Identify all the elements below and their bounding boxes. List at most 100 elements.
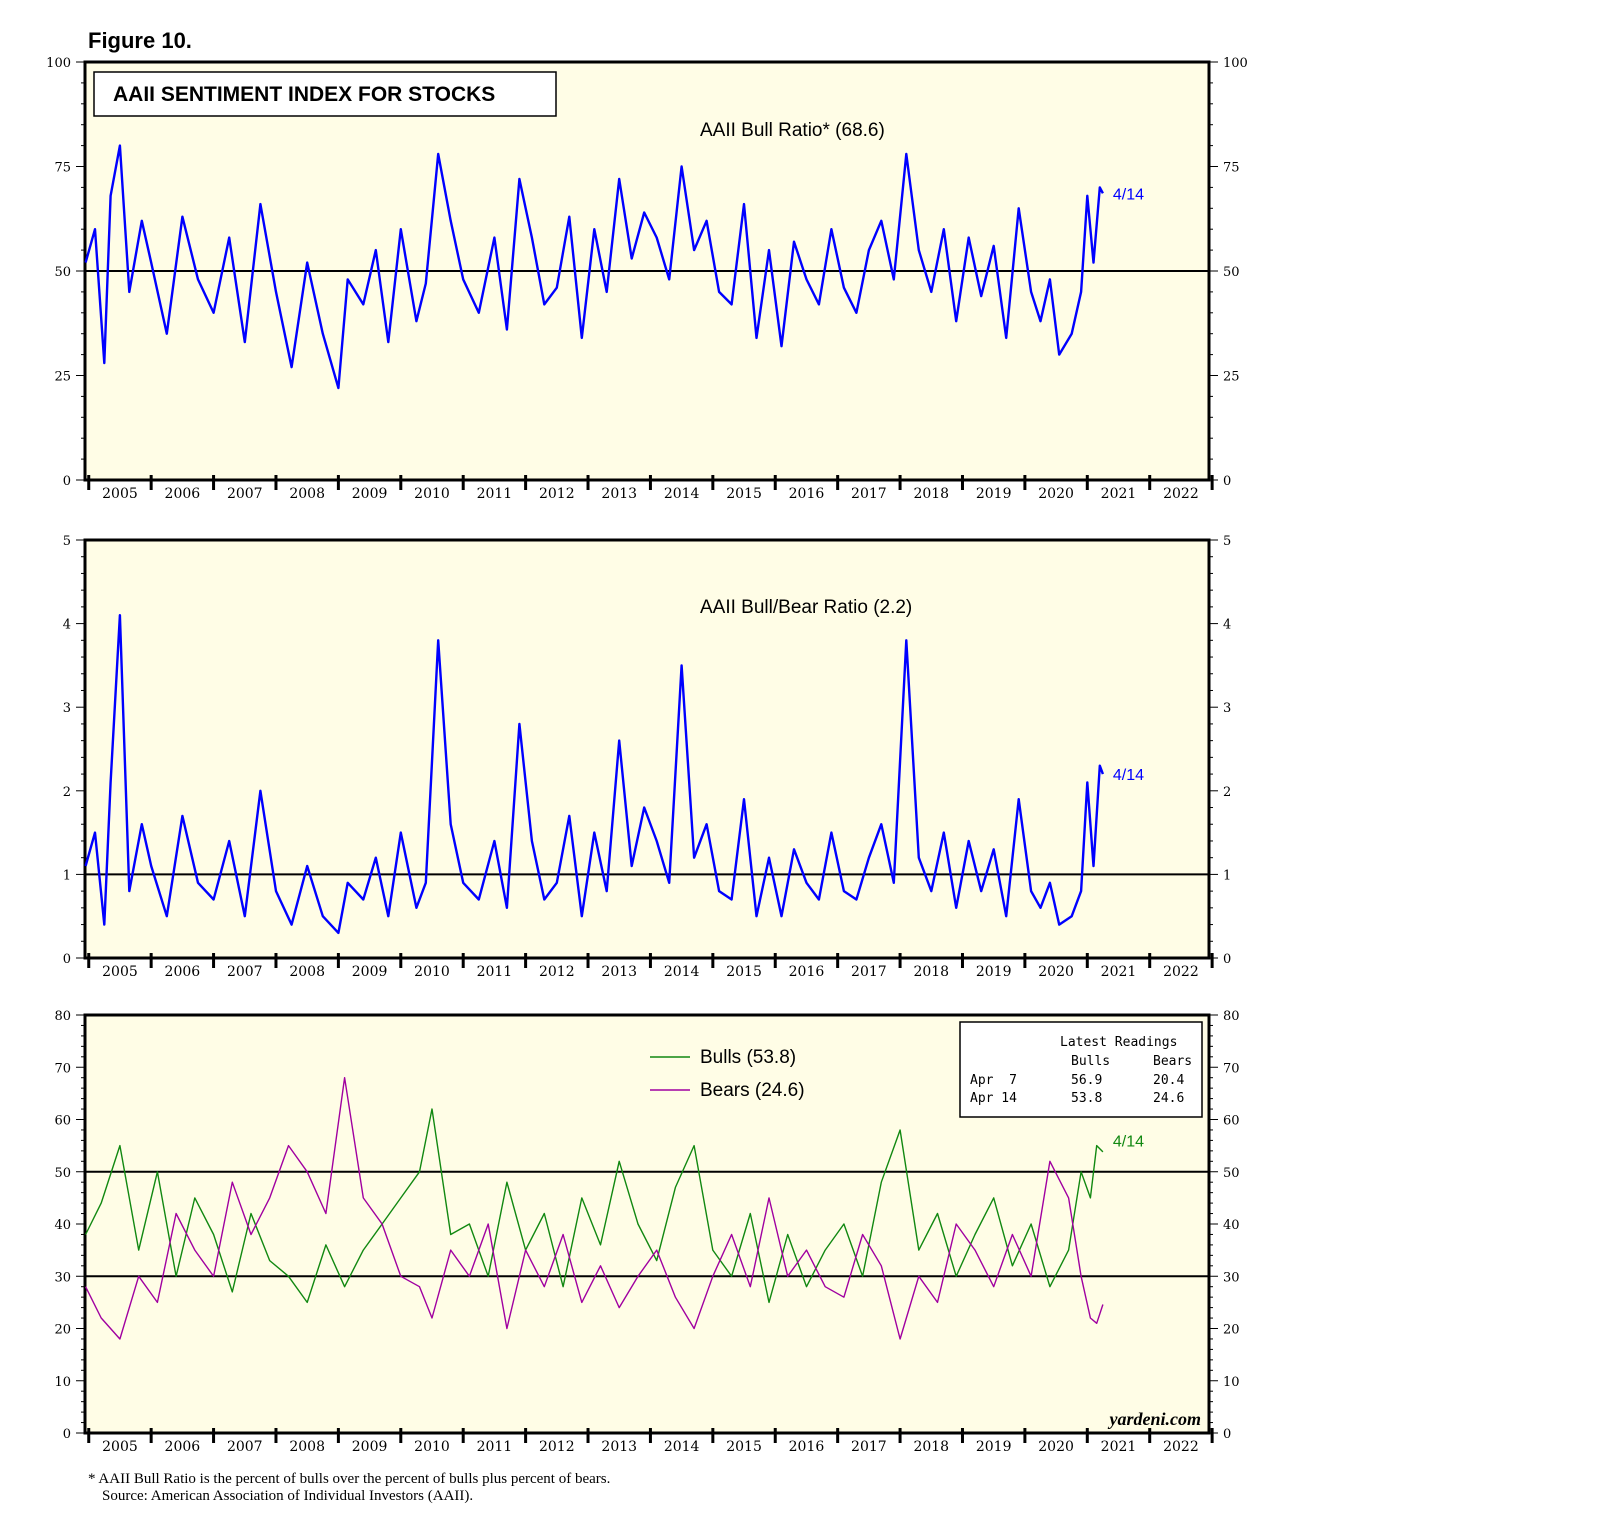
x-year-label: 2021 [1101, 1439, 1137, 1455]
x-year-label: 2022 [1163, 1439, 1199, 1455]
x-year-label: 2011 [477, 964, 513, 980]
bull-bear-ratio-title: AAII Bull/Bear Ratio (2.2) [700, 597, 912, 618]
y-tick-label: 5 [63, 534, 71, 549]
y-tick-label: 70 [1223, 1061, 1240, 1076]
bull-bear-ratio-panel: AAII Bull/Bear Ratio (2.2) 0 0 1 1 2 2 3 3 4 4 5 5 2… [63, 534, 1232, 980]
x-year-label: 2012 [539, 964, 575, 980]
series-line-bulls [84, 1108, 1104, 1304]
y-tick-label: 30 [54, 1270, 71, 1285]
y-tick-label: 3 [63, 701, 71, 716]
y-tick-label: 40 [54, 1218, 71, 1233]
x-year-label: 2010 [414, 486, 450, 502]
x-year-label: 2015 [726, 964, 762, 980]
y-tick-label: 0 [63, 474, 71, 489]
x-year-label: 2006 [165, 1439, 201, 1455]
x-year-label: 2013 [601, 964, 637, 980]
x-year-label: 2021 [1101, 964, 1137, 980]
y-tick-label: 50 [1223, 1166, 1240, 1181]
x-year-label: 2013 [601, 486, 637, 502]
plot-area [83, 538, 1211, 960]
y-tick-label: 4 [1223, 618, 1231, 633]
x-year-label: 2016 [789, 486, 825, 502]
x-year-label: 2012 [539, 486, 575, 502]
x-year-label: 2018 [913, 1439, 949, 1455]
source-note: Source: American Association of Individu… [102, 1488, 473, 1504]
y-tick-label: 50 [54, 265, 71, 280]
x-year-label: 2014 [664, 486, 700, 502]
y-tick-label: 50 [1223, 265, 1240, 280]
bull-ratio-title: AAII Bull Ratio* (68.6) [700, 120, 885, 141]
y-tick-label: 50 [54, 1166, 71, 1181]
x-year-label: 2006 [165, 964, 201, 980]
x-year-label: 2012 [539, 1439, 575, 1455]
x-year-label: 2008 [289, 1439, 325, 1455]
x-year-label: 2007 [227, 486, 263, 502]
y-tick-label: 100 [1223, 56, 1248, 71]
x-year-label: 2019 [976, 486, 1012, 502]
x-year-label: 2005 [102, 964, 138, 980]
series-line-bears [84, 1077, 1104, 1340]
series-line-aaii-bull-bear-ratio [84, 614, 1105, 935]
x-year-label: 2006 [165, 486, 201, 502]
y-tick-label: 10 [1223, 1375, 1240, 1390]
x-year-label: 2008 [289, 486, 325, 502]
x-year-label: 2007 [227, 964, 263, 980]
x-year-label: 2014 [664, 1439, 700, 1455]
x-year-label: 2022 [1163, 486, 1199, 502]
x-year-label: 2005 [102, 1439, 138, 1455]
y-tick-label: 0 [63, 952, 71, 967]
latest-readings-row-bears: 20.4 [1153, 1073, 1184, 1088]
y-tick-label: 25 [1223, 370, 1240, 385]
x-year-label: 2005 [102, 486, 138, 502]
legend-bears-label: Bears (24.6) [700, 1080, 805, 1101]
latest-readings-row-bulls: 53.8 [1071, 1091, 1102, 1106]
bull-ratio-panel: AAII SENTIMENT INDEX FOR STOCKS AAII Bul… [46, 56, 1248, 502]
y-tick-label: 25 [54, 370, 71, 385]
x-year-label: 2015 [726, 1439, 762, 1455]
x-year-label: 2009 [352, 964, 388, 980]
y-tick-label: 30 [1223, 1270, 1240, 1285]
x-year-label: 2010 [414, 1439, 450, 1455]
y-tick-label: 40 [1223, 1218, 1240, 1233]
y-tick-label: 4 [63, 618, 71, 633]
latest-readings-col-bulls: Bulls [1071, 1054, 1110, 1069]
x-year-label: 2020 [1038, 486, 1074, 502]
end-date-label: 4/14 [1113, 186, 1144, 203]
watermark: yardeni.com [1108, 1409, 1202, 1429]
y-tick-label: 2 [1223, 785, 1231, 800]
latest-readings-row-bears: 24.6 [1153, 1091, 1184, 1106]
x-year-label: 2007 [227, 1439, 263, 1455]
y-tick-label: 20 [1223, 1323, 1240, 1338]
latest-readings-row-date: Apr 7 [970, 1073, 1017, 1088]
y-tick-label: 75 [54, 161, 71, 176]
x-year-label: 2018 [913, 964, 949, 980]
x-year-label: 2011 [477, 1439, 513, 1455]
x-year-label: 2011 [477, 486, 513, 502]
y-tick-label: 0 [63, 1427, 71, 1442]
x-year-label: 2020 [1038, 1439, 1074, 1455]
latest-readings-row-date: Apr 14 [970, 1091, 1017, 1106]
y-tick-label: 100 [46, 56, 71, 71]
x-year-label: 2015 [726, 486, 762, 502]
y-tick-label: 10 [54, 1375, 71, 1390]
end-date-label: 4/14 [1113, 767, 1144, 784]
y-tick-label: 3 [1223, 701, 1231, 716]
latest-readings-col-bears: Bears [1153, 1054, 1192, 1069]
y-tick-label: 75 [1223, 161, 1240, 176]
x-year-label: 2020 [1038, 964, 1074, 980]
y-tick-label: 0 [1223, 952, 1231, 967]
figure-label: Figure 10. [88, 28, 192, 53]
y-tick-label: 1 [1223, 868, 1231, 883]
y-tick-label: 0 [1223, 474, 1231, 489]
y-tick-label: 0 [1223, 1427, 1231, 1442]
footnote: * AAII Bull Ratio is the percent of bull… [88, 1471, 610, 1487]
title-box [93, 71, 557, 117]
x-year-label: 2009 [352, 1439, 388, 1455]
x-year-label: 2018 [913, 486, 949, 502]
y-tick-label: 70 [54, 1061, 71, 1076]
x-year-label: 2019 [976, 964, 1012, 980]
y-tick-label: 60 [1223, 1114, 1240, 1129]
x-year-label: 2017 [851, 964, 887, 980]
y-tick-label: 80 [1223, 1009, 1240, 1024]
